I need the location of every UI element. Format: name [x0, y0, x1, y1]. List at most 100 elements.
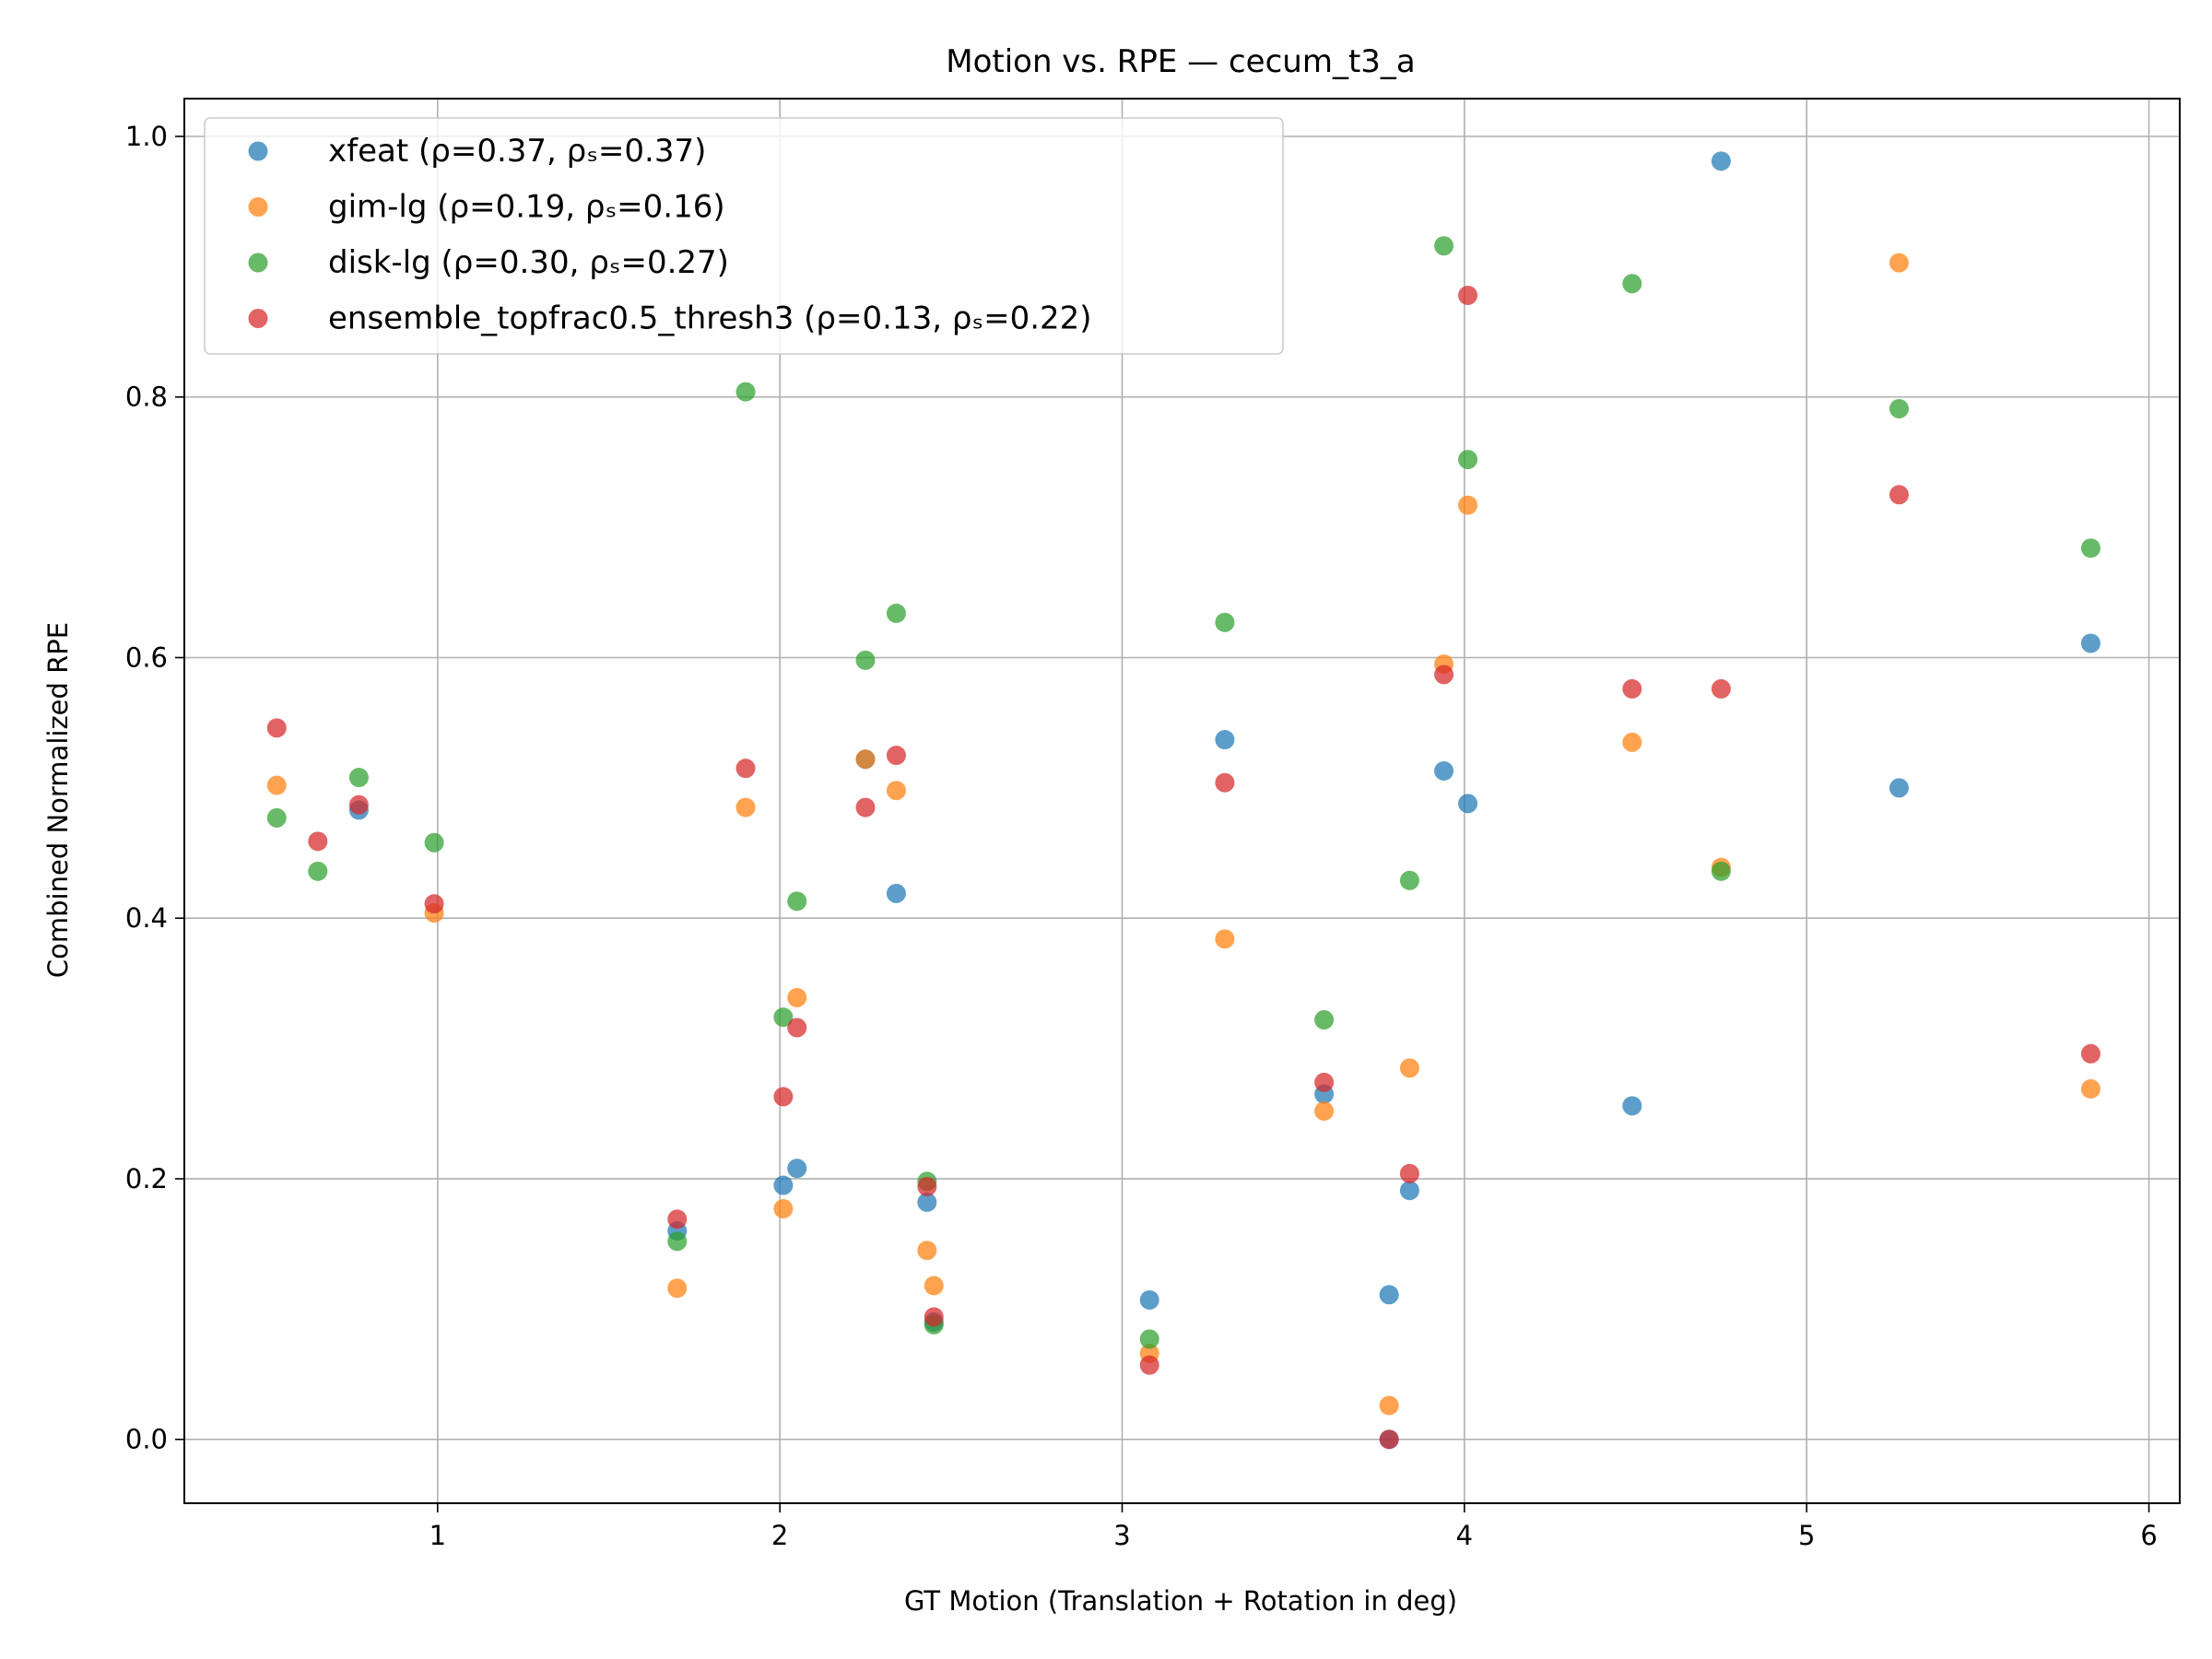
data-point — [735, 759, 756, 779]
y-tick-label: 0.2 — [125, 1163, 168, 1194]
y-axis-label: Combined Normalized RPE — [42, 622, 74, 978]
data-point — [1458, 794, 1478, 814]
data-point — [266, 807, 287, 828]
data-point — [424, 894, 444, 914]
y-tick-label: 0.0 — [125, 1424, 168, 1455]
data-point — [1888, 485, 1909, 505]
data-point — [1888, 398, 1909, 418]
data-point — [667, 1231, 688, 1252]
legend-marker — [248, 141, 268, 161]
data-point — [1139, 1355, 1159, 1375]
data-point — [1379, 1285, 1399, 1305]
data-point — [1215, 730, 1235, 750]
data-point — [667, 1278, 688, 1299]
data-point — [308, 831, 328, 852]
data-point — [2080, 1043, 2100, 1064]
x-tick-label: 2 — [771, 1520, 788, 1551]
data-point — [886, 746, 906, 766]
data-point — [1711, 151, 1731, 171]
data-point — [1458, 450, 1478, 470]
x-tick-label: 6 — [2140, 1520, 2157, 1551]
data-point — [917, 1241, 937, 1261]
y-axis-ticks: 0.0 0.2 0.4 0.6 0.8 1.0 — [125, 121, 184, 1455]
data-point — [1434, 760, 1454, 781]
series-2-points — [266, 236, 2100, 1349]
data-point — [773, 1198, 794, 1218]
data-point — [1314, 1100, 1335, 1121]
data-point — [1458, 285, 1478, 305]
data-point — [886, 781, 906, 801]
data-point — [1434, 236, 1454, 256]
y-tick-label: 1.0 — [125, 121, 168, 152]
data-point — [1314, 1010, 1335, 1030]
data-point — [787, 1159, 807, 1179]
data-point — [787, 891, 807, 912]
legend-entry-label: disk-lg (ρ=0.30, ρₛ=0.27) — [328, 244, 729, 281]
data-point — [855, 650, 876, 670]
data-point — [917, 1192, 937, 1212]
data-point — [1139, 1289, 1159, 1310]
chart-title: Motion vs. RPE — cecum_t3_a — [946, 43, 1416, 80]
data-point — [886, 603, 906, 623]
x-axis-label: GT Motion (Translation + Rotation in deg… — [904, 1585, 1457, 1617]
data-point — [1215, 929, 1235, 949]
x-tick-label: 5 — [1798, 1520, 1815, 1551]
data-point — [308, 861, 328, 881]
data-point — [1458, 495, 1478, 515]
series-3-points — [266, 285, 2100, 1450]
x-tick-label: 3 — [1113, 1520, 1130, 1551]
data-point — [1379, 1430, 1399, 1450]
data-point — [1399, 1181, 1419, 1201]
data-point — [1399, 1163, 1419, 1183]
plot-area-frame — [183, 98, 2181, 1504]
legend: xfeat (ρ=0.37, ρₛ=0.37) gim-lg (ρ=0.19, ρ… — [204, 117, 1284, 355]
data-point — [266, 718, 287, 738]
legend-entry-label: ensemble_topfrac0.5_thresh3 (ρ=0.13, ρₛ=… — [328, 300, 1092, 337]
data-point — [1622, 1096, 1642, 1116]
legend-marker — [248, 197, 268, 217]
data-point — [1399, 870, 1419, 890]
data-point — [773, 1175, 794, 1195]
data-point — [1215, 612, 1235, 632]
data-point — [667, 1209, 688, 1230]
data-point — [1139, 1329, 1159, 1349]
data-point — [735, 797, 756, 818]
data-point — [1379, 1395, 1399, 1416]
data-point — [424, 832, 444, 853]
data-point — [1434, 665, 1454, 685]
data-point — [2080, 1078, 2100, 1099]
data-point — [1622, 678, 1642, 699]
data-point — [855, 749, 876, 770]
data-point — [787, 987, 807, 1007]
data-point — [266, 775, 287, 795]
legend-marker — [248, 309, 268, 328]
data-point — [348, 794, 369, 815]
x-tick-label: 1 — [429, 1520, 446, 1551]
data-point — [1711, 678, 1731, 699]
data-point — [773, 1007, 794, 1028]
data-point — [917, 1176, 937, 1196]
x-axis-ticks: 1 2 3 4 5 6 — [429, 1503, 2158, 1551]
data-point — [1399, 1058, 1419, 1078]
data-point — [1888, 253, 1909, 273]
data-point — [1888, 778, 1909, 798]
data-point — [924, 1276, 944, 1296]
x-tick-label: 4 — [1456, 1520, 1473, 1551]
legend-entry-label: xfeat (ρ=0.37, ρₛ=0.37) — [328, 133, 706, 170]
data-point — [2080, 633, 2100, 653]
data-point — [1622, 274, 1642, 294]
y-tick-label: 0.6 — [125, 641, 168, 673]
y-tick-label: 0.8 — [125, 382, 168, 413]
data-point — [773, 1087, 794, 1107]
data-point — [886, 883, 906, 903]
data-point — [855, 797, 876, 818]
data-point — [1622, 732, 1642, 752]
data-points — [266, 151, 2100, 1450]
data-point — [1314, 1072, 1335, 1092]
data-point — [348, 768, 369, 788]
legend-marker — [248, 253, 268, 273]
legend-entry-label: gim-lg (ρ=0.19, ρₛ=0.16) — [328, 189, 725, 226]
data-point — [735, 382, 756, 402]
y-tick-label: 0.4 — [125, 902, 168, 934]
